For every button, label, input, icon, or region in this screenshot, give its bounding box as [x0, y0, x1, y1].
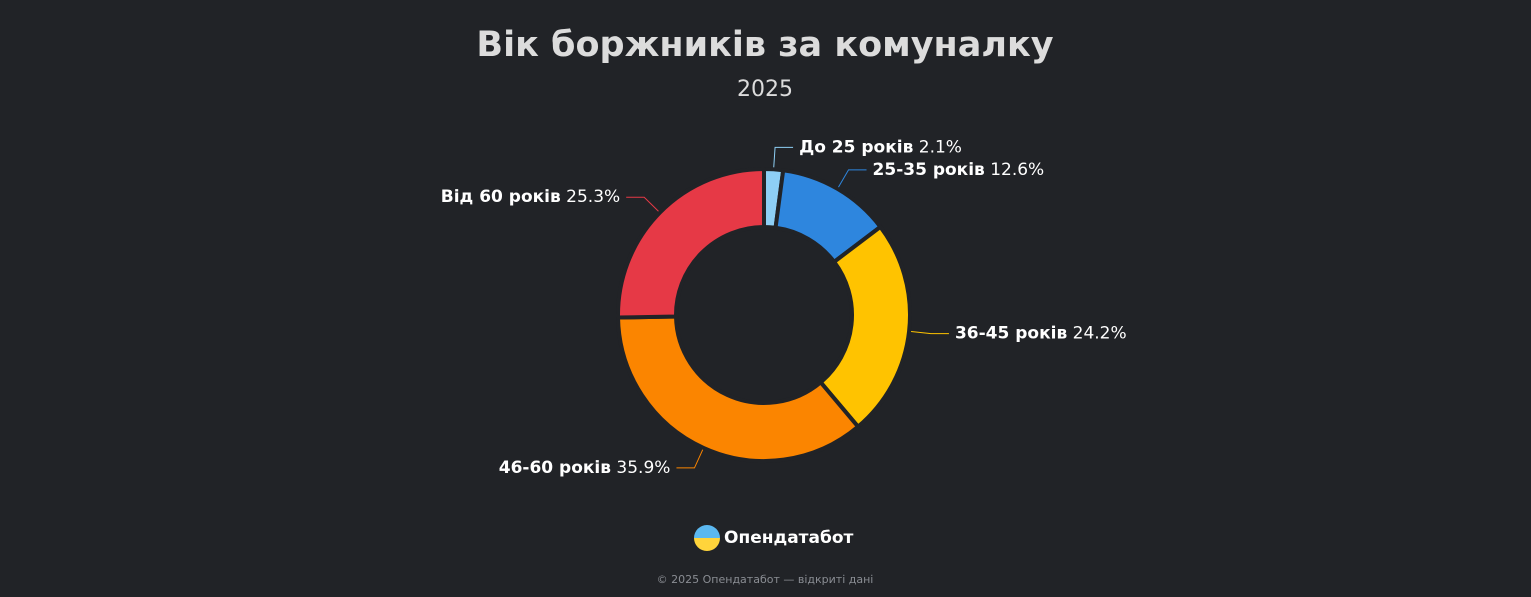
copyright: © 2025 Опендатабот — відкриті дані	[657, 573, 874, 586]
slice-category: Від 60 років	[441, 187, 561, 207]
leader-line	[838, 169, 867, 188]
leader-line	[911, 330, 949, 335]
slice-label: 36-45 років 24.2%	[955, 324, 1127, 344]
chart-title: Вік боржників за комуналку	[476, 25, 1053, 65]
donut-slice	[616, 167, 766, 320]
donut-slice	[818, 224, 912, 429]
logo-icon	[694, 525, 720, 551]
slice-value: 12.6%	[990, 160, 1044, 180]
slice-label: 46-60 років 35.9%	[499, 458, 671, 478]
leader-line	[626, 196, 659, 212]
leader-line	[676, 449, 704, 469]
slice-category: До 25 років	[799, 137, 914, 157]
brand-name: Опендатабот	[724, 528, 854, 548]
slice-category: 25-35 років	[873, 160, 986, 180]
leader-line	[773, 146, 794, 168]
slice-label: Від 60 років 25.3%	[441, 187, 620, 207]
slice-label: 25-35 років 12.6%	[873, 160, 1045, 180]
brand-logo	[694, 525, 720, 551]
slice-category: 36-45 років	[955, 324, 1068, 344]
slice-label: До 25 років 2.1%	[799, 137, 962, 157]
slice-value: 2.1%	[919, 137, 962, 157]
slice-value: 25.3%	[566, 187, 620, 207]
donut-slice	[616, 314, 861, 463]
chart-subtitle: 2025	[737, 77, 793, 102]
slice-value: 35.9%	[616, 458, 670, 478]
slice-category: 46-60 років	[499, 458, 612, 478]
slice-value: 24.2%	[1073, 324, 1127, 344]
